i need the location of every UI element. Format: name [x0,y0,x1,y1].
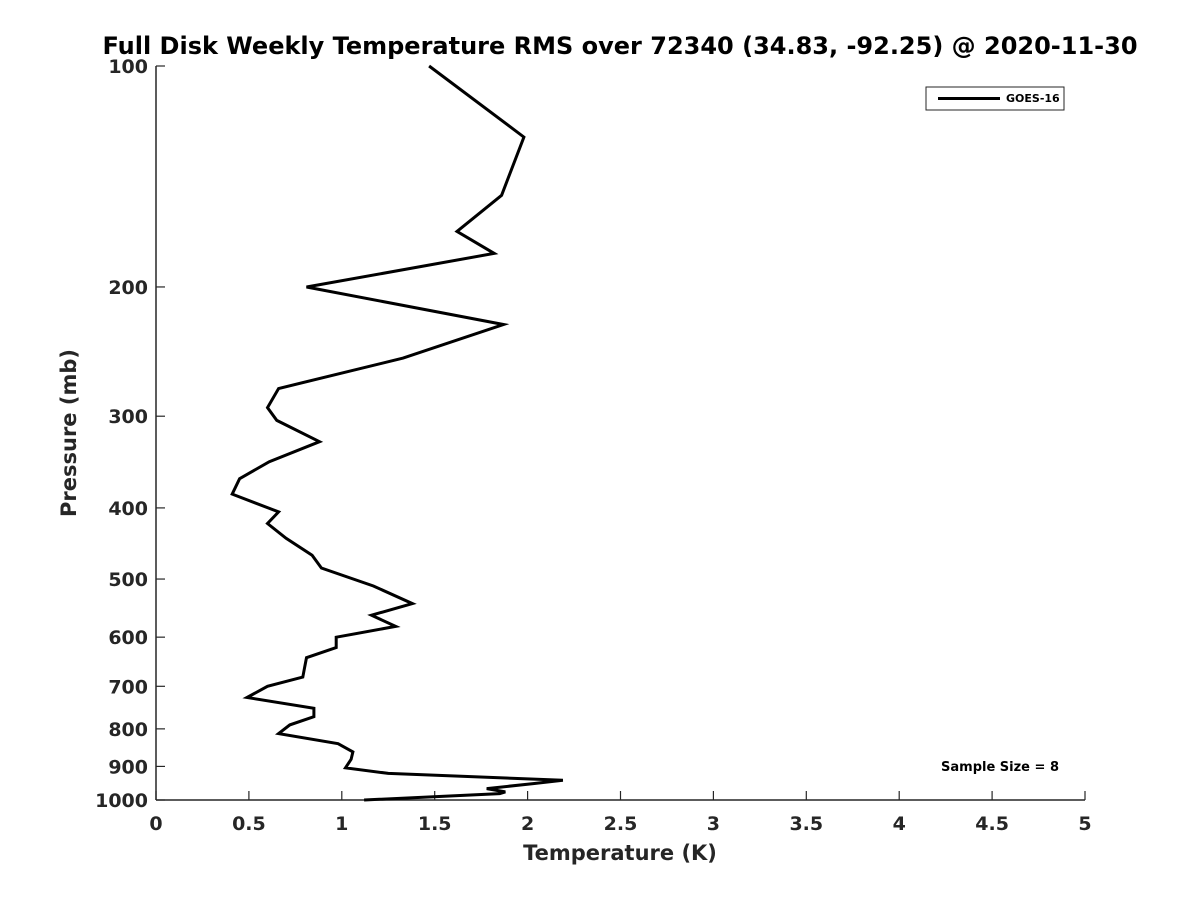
y-tick-label: 400 [108,498,148,520]
y-tick-label: 100 [108,56,148,78]
x-tick-label: 3.5 [789,813,823,835]
legend-label: GOES-16 [1006,92,1060,105]
y-tick-label: 800 [108,719,148,741]
y-tick-label: 200 [108,277,148,299]
x-tick-label: 2.5 [604,813,638,835]
x-tick-label: 4.5 [975,813,1009,835]
x-axis-label: Temperature (K) [523,841,717,865]
series-line-goes-16 [230,64,564,802]
y-tick-label: 1000 [95,790,148,812]
x-tick-label: 4 [893,813,906,835]
y-tick-label: 300 [108,406,148,428]
x-tick-label: 0 [149,813,162,835]
x-tick-label: 5 [1078,813,1091,835]
y-tick-label: 500 [108,569,148,591]
x-tick-label: 1.5 [418,813,452,835]
y-tick-label: 900 [108,756,148,778]
x-tick-label: 3 [707,813,720,835]
y-tick-label: 600 [108,627,148,649]
x-tick-label: 1 [335,813,348,835]
legend: GOES-16 [925,86,1065,111]
chart-title: Full Disk Weekly Temperature RMS over 72… [102,32,1137,60]
x-ticks: 0 0.5 1 1.5 2 2.5 3 3.5 4 4.5 5 [149,791,1092,835]
x-tick-label: 0.5 [232,813,266,835]
y-axis-label: Pressure (mb) [57,349,81,517]
y-ticks: 100 200 300 400 500 600 700 800 900 1000 [95,56,165,812]
series-layer [230,64,564,802]
sample-size-annotation: Sample Size = 8 [941,760,1059,775]
x-tick-label: 2 [521,813,534,835]
y-tick-label: 700 [108,676,148,698]
